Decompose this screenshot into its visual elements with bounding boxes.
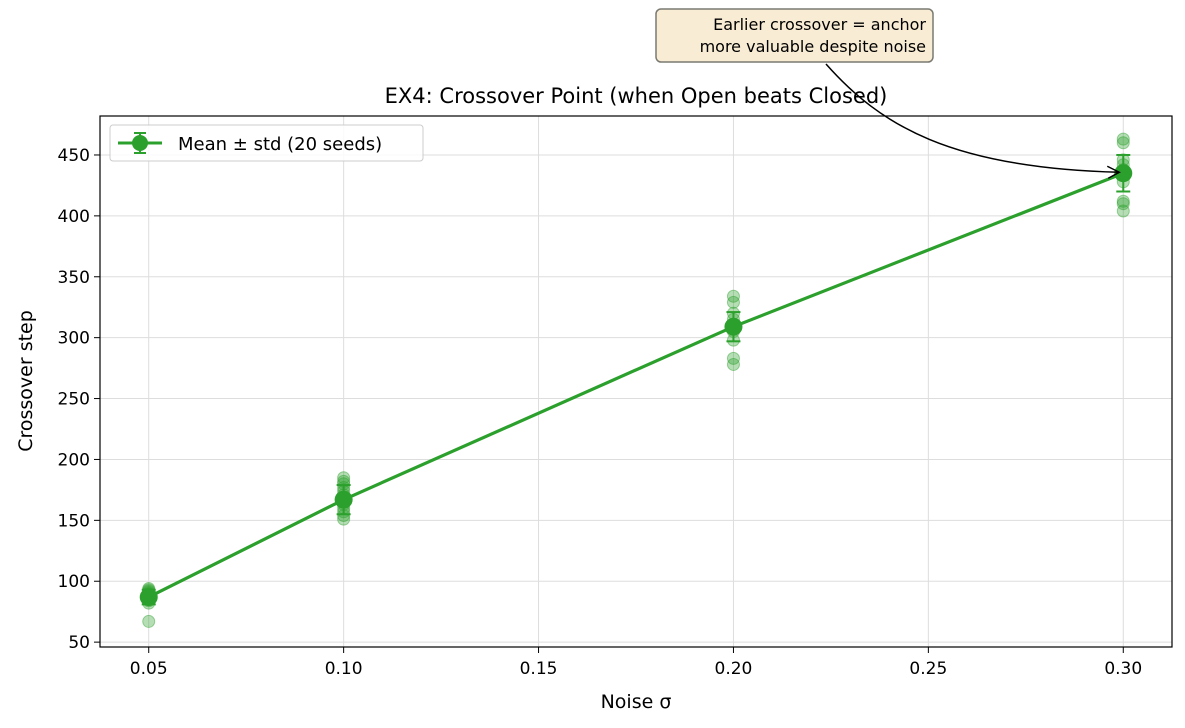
y-tick-label: 300 <box>58 329 90 349</box>
seed-point <box>726 295 740 309</box>
y-tick-label: 50 <box>68 633 90 653</box>
annotation: Earlier crossover = anchor more valuable… <box>655 8 1121 179</box>
y-tick-label: 150 <box>58 511 90 531</box>
chart-title: EX4: Crossover Point (when Open beats Cl… <box>385 84 888 108</box>
y-tick-label: 350 <box>58 268 90 288</box>
mean-marker <box>1114 164 1133 183</box>
legend: Mean ± std (20 seeds) <box>109 124 424 162</box>
grid <box>100 116 1172 647</box>
y-axis-label: Crossover step <box>15 310 37 452</box>
annotation-line-1: Earlier crossover = anchor <box>713 15 926 34</box>
mean-series-line <box>148 171 1124 599</box>
x-tick-label: 0.25 <box>909 659 947 679</box>
x-tick-label: 0.10 <box>325 659 363 679</box>
plot-frame <box>99 115 1173 648</box>
x-tick-label: 0.30 <box>1104 659 1142 679</box>
seed-point <box>1116 136 1130 150</box>
annotation-line-2: more valuable despite noise <box>700 37 926 56</box>
seed-point <box>1116 197 1130 211</box>
seed-point <box>726 351 740 365</box>
seed-point <box>1116 204 1130 218</box>
mean-marker <box>139 588 158 607</box>
seed-point <box>726 289 740 303</box>
seed-point <box>142 614 156 628</box>
legend-marker <box>132 135 148 151</box>
mean-marker <box>724 317 743 336</box>
x-tick-label: 0.05 <box>130 659 168 679</box>
seed-point <box>337 471 351 485</box>
seed-point <box>1116 194 1130 208</box>
y-tick-label: 250 <box>58 390 90 410</box>
mean-marker <box>334 490 353 509</box>
y-tick-label: 400 <box>58 207 90 227</box>
legend-label: Mean ± std (20 seeds) <box>178 134 382 155</box>
seed-point <box>1116 132 1130 146</box>
legend-frame <box>109 124 424 162</box>
seed-point <box>726 357 740 371</box>
x-axis-label: Noise σ <box>601 691 672 713</box>
mean-line <box>148 171 1124 599</box>
y-tick-label: 200 <box>58 450 90 470</box>
annotation-arrowhead <box>1106 165 1121 179</box>
annotation-arrow <box>825 63 1120 173</box>
axis-ticks: 0.05 0.10 0.15 0.20 0.25 0.30 50 100 150 200 250 30… <box>58 146 1143 679</box>
x-tick-label: 0.20 <box>715 659 753 679</box>
y-tick-label: 100 <box>58 572 90 592</box>
x-tick-label: 0.15 <box>520 659 558 679</box>
mean-markers <box>139 164 1133 607</box>
y-tick-label: 450 <box>58 146 90 166</box>
annotation-box <box>655 8 934 63</box>
